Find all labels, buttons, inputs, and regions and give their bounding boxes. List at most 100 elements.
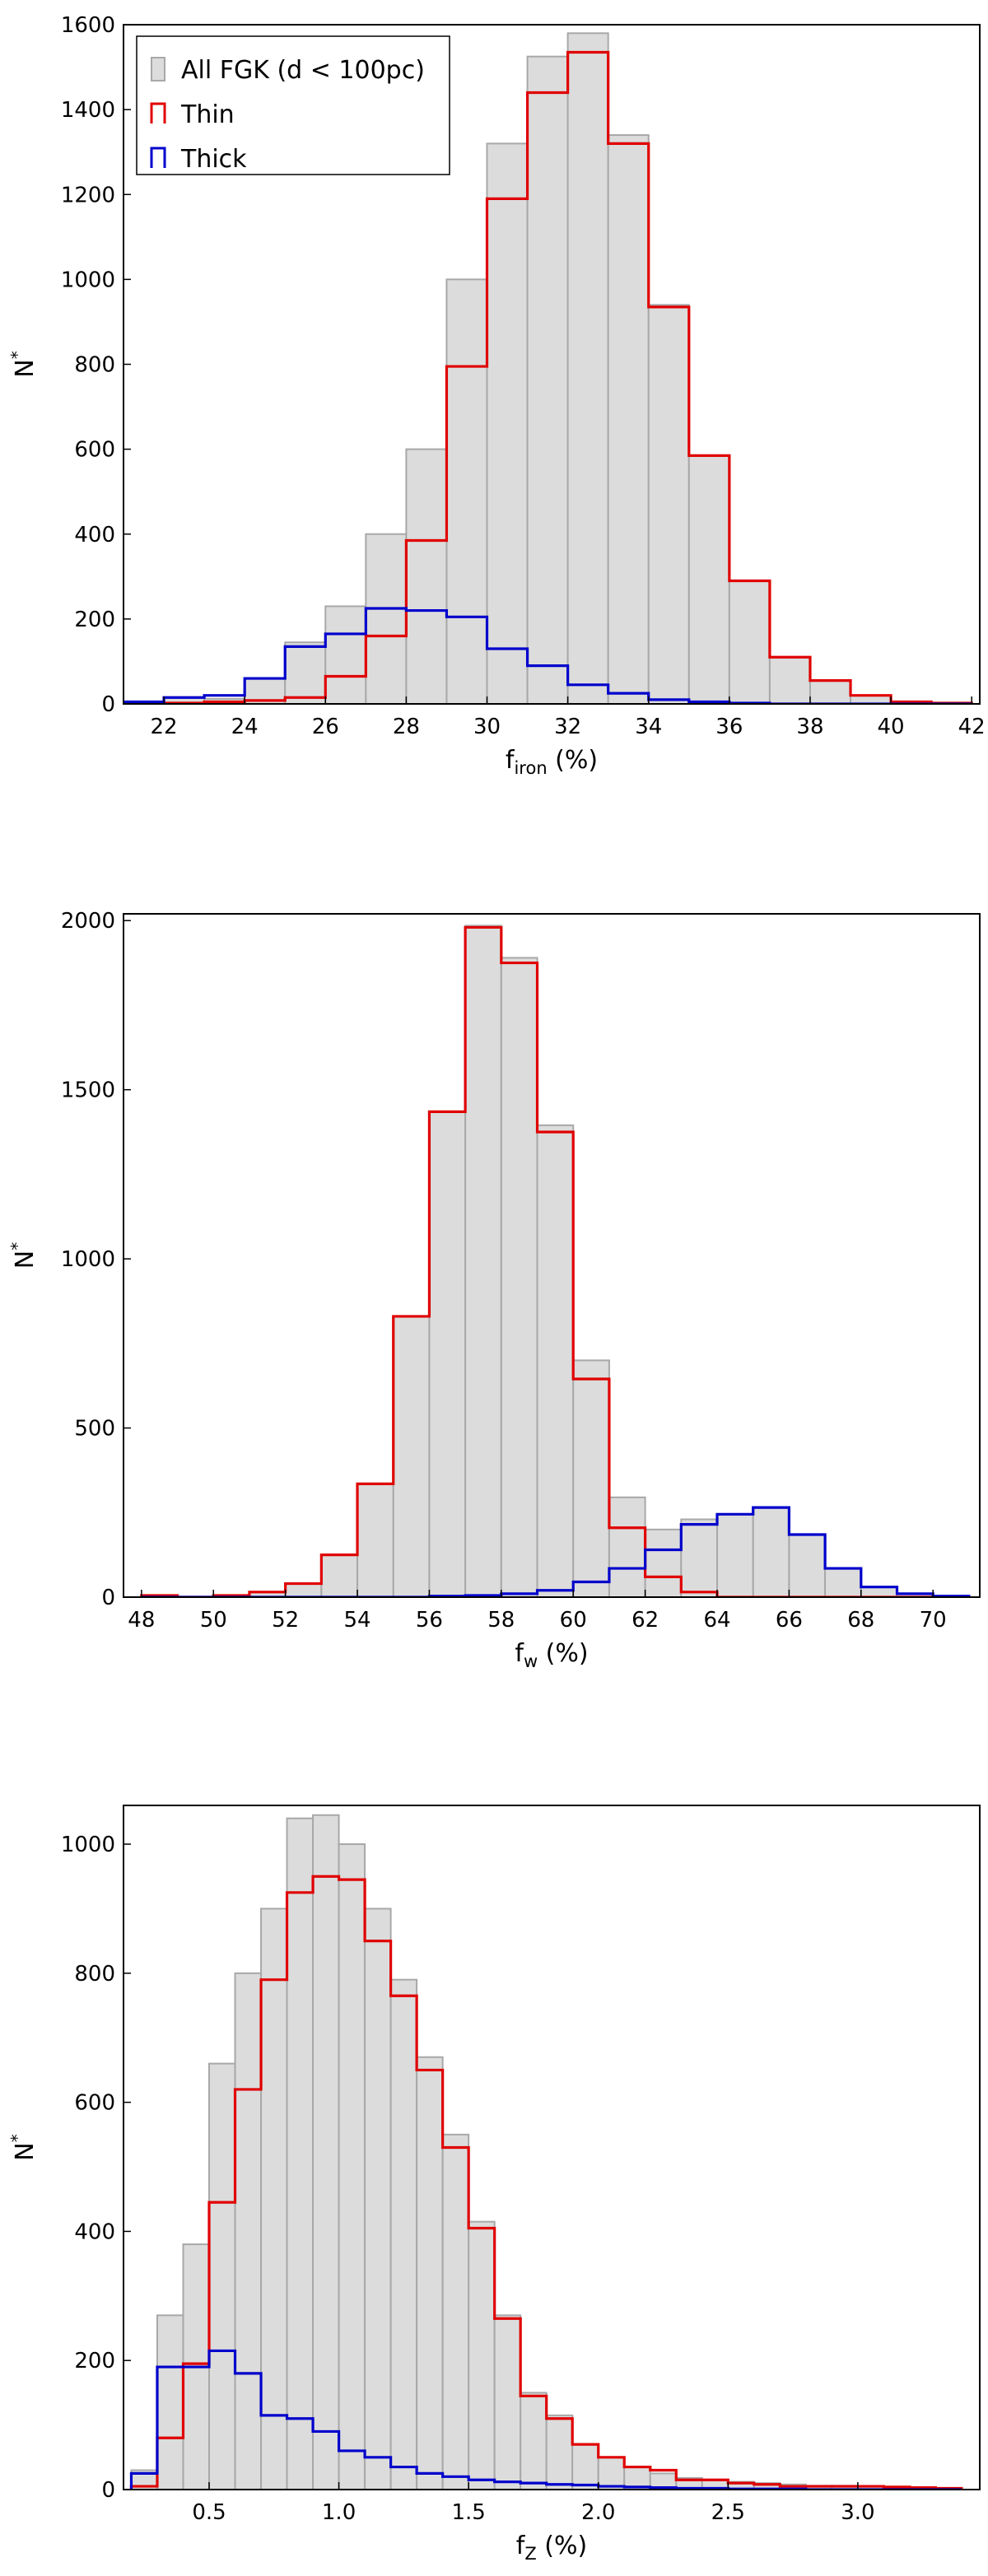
x-tick-label: 34 bbox=[635, 715, 662, 739]
y-tick-label: 1000 bbox=[61, 268, 115, 292]
all-bar bbox=[364, 1908, 392, 2490]
all-bar bbox=[520, 2392, 548, 2490]
y-tick-label: 2000 bbox=[61, 909, 115, 934]
all-bar bbox=[572, 1359, 610, 1597]
all-bar bbox=[320, 1554, 359, 1597]
y-tick-label: 600 bbox=[74, 438, 115, 463]
all-bar bbox=[809, 679, 852, 704]
legend-swatch-thick bbox=[150, 147, 166, 168]
all-bar bbox=[526, 55, 569, 704]
all-bar bbox=[768, 656, 811, 704]
x-tick-label: 38 bbox=[796, 715, 823, 739]
y-tick-label: 1000 bbox=[61, 1833, 115, 1857]
chart-3: 0.5 1.0 1.5 2.0 2.5 3.0 0 200 400 600 800 1000 fZ (%… bbox=[7, 1805, 981, 2564]
x-tick-label: 58 bbox=[487, 1608, 515, 1633]
x-tick-label: 40 bbox=[878, 715, 905, 739]
all-bar bbox=[860, 1586, 898, 1597]
all-bar bbox=[416, 2056, 444, 2490]
x-tick-label: 42 bbox=[958, 715, 986, 739]
thin-step-line bbox=[124, 50, 973, 704]
x-tick-label: 70 bbox=[920, 1608, 947, 1633]
y-tick-label: 400 bbox=[74, 523, 115, 547]
all-bar bbox=[536, 1124, 575, 1597]
y-tick-label: 0 bbox=[101, 1586, 115, 1610]
x-tick-label: 1.5 bbox=[451, 2500, 485, 2525]
x-tick-label: 62 bbox=[631, 1608, 659, 1633]
legend-label-thick: Thick bbox=[180, 145, 247, 174]
all-bar bbox=[445, 278, 488, 704]
all-bar bbox=[687, 454, 730, 704]
all-bar bbox=[566, 32, 609, 704]
y-tick-label: 0 bbox=[101, 2478, 115, 2503]
all-bar bbox=[208, 2062, 236, 2490]
y-tick-label: 800 bbox=[74, 1962, 115, 1987]
plot-frame bbox=[123, 913, 981, 1598]
all-bar bbox=[500, 957, 538, 1597]
all-bar bbox=[234, 1972, 263, 2490]
x-tick-label: 32 bbox=[554, 715, 581, 739]
all-bar bbox=[428, 1111, 467, 1597]
x-axis-label: fZ (%) bbox=[516, 2532, 587, 2564]
thin-step-line bbox=[140, 925, 969, 1597]
thick-step-line bbox=[124, 607, 972, 704]
all-bar bbox=[752, 1507, 790, 1597]
all-bar bbox=[597, 2456, 626, 2490]
x-tick-label: 26 bbox=[312, 715, 339, 739]
x-tick-label: 30 bbox=[473, 715, 501, 739]
x-axis-label: fw (%) bbox=[515, 1639, 588, 1671]
y-tick-label: 200 bbox=[74, 608, 115, 632]
all-bar bbox=[441, 2133, 470, 2490]
thin-step-line bbox=[129, 1875, 963, 2490]
all-bar bbox=[284, 641, 327, 704]
all-bar bbox=[716, 1513, 754, 1597]
all-bar bbox=[357, 1483, 394, 1597]
legend: All FGK (d < 100pc) Thin Thick bbox=[136, 35, 450, 175]
y-tick-label: 600 bbox=[74, 2091, 115, 2116]
all-bar bbox=[464, 925, 502, 1597]
y-axis-label: N* bbox=[7, 2134, 40, 2160]
all-bar bbox=[824, 1567, 862, 1597]
x-tick-label: 54 bbox=[343, 1608, 370, 1633]
all-bar bbox=[338, 1843, 366, 2490]
all-bar bbox=[284, 1582, 323, 1597]
legend-label-all: All FGK (d < 100pc) bbox=[181, 56, 425, 85]
all-bar bbox=[156, 2314, 184, 2490]
x-tick-label: 66 bbox=[776, 1608, 803, 1633]
legend-swatch-thin bbox=[150, 102, 166, 123]
legend-swatch-all bbox=[151, 57, 165, 82]
x-axis-label: firon (%) bbox=[506, 746, 598, 778]
x-tick-label: 60 bbox=[560, 1608, 587, 1633]
y-tick-label: 500 bbox=[74, 1417, 115, 1442]
y-axis-label: N* bbox=[7, 351, 40, 377]
all-bar bbox=[312, 1814, 340, 2490]
x-tick-label: 50 bbox=[200, 1608, 227, 1633]
all-bar bbox=[260, 1908, 288, 2490]
all-bar bbox=[365, 533, 408, 704]
all-bar bbox=[324, 605, 367, 704]
x-tick-label: 68 bbox=[847, 1608, 874, 1633]
x-tick-label: 0.5 bbox=[192, 2500, 226, 2525]
all-bar bbox=[286, 1817, 315, 2490]
all-bar bbox=[647, 304, 690, 704]
y-tick-label: 1600 bbox=[61, 13, 115, 38]
x-tick-label: 3.0 bbox=[841, 2500, 874, 2525]
x-tick-label: 64 bbox=[703, 1608, 730, 1633]
all-bar bbox=[728, 580, 771, 704]
plot-frame bbox=[123, 1805, 981, 2490]
x-tick-label: 22 bbox=[151, 715, 178, 739]
y-tick-label: 1000 bbox=[61, 1247, 115, 1272]
y-axis-label: N* bbox=[7, 1242, 40, 1269]
y-tick-label: 1500 bbox=[61, 1078, 115, 1103]
plot-area bbox=[124, 32, 973, 704]
plot-area bbox=[129, 1814, 963, 2490]
all-bar bbox=[405, 448, 448, 704]
all-bar bbox=[680, 1518, 719, 1597]
all-bar bbox=[493, 2314, 522, 2490]
y-tick-label: 1400 bbox=[61, 98, 115, 123]
x-tick-label: 52 bbox=[272, 1608, 299, 1633]
thick-step-line bbox=[141, 1506, 971, 1597]
legend-box bbox=[136, 35, 450, 175]
all-bar bbox=[608, 1496, 646, 1597]
chart-1: 22 24 26 28 30 32 34 36 38 40 42 0 200 400 600 800 1000 1… bbox=[7, 13, 986, 778]
